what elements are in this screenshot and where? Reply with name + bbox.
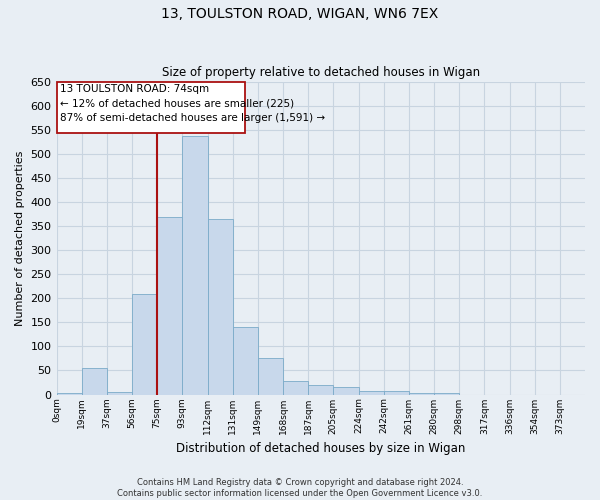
Bar	[334, 388, 359, 394]
Bar	[359, 390, 383, 394]
Bar	[157, 216, 182, 394]
Bar	[182, 136, 208, 394]
Bar	[434, 393, 459, 394]
Text: 13 TOULSTON ROAD: 74sqm
← 12% of detached houses are smaller (225)
87% of semi-d: 13 TOULSTON ROAD: 74sqm ← 12% of detache…	[61, 84, 325, 124]
Bar	[208, 219, 233, 394]
X-axis label: Distribution of detached houses by size in Wigan: Distribution of detached houses by size …	[176, 442, 466, 455]
Text: Contains HM Land Registry data © Crown copyright and database right 2024.
Contai: Contains HM Land Registry data © Crown c…	[118, 478, 482, 498]
Bar	[308, 385, 334, 394]
Bar	[56, 82, 245, 134]
Bar	[409, 393, 434, 394]
Bar	[132, 294, 157, 394]
Bar	[283, 381, 308, 394]
Y-axis label: Number of detached properties: Number of detached properties	[15, 150, 25, 326]
Bar	[258, 358, 283, 394]
Text: 13, TOULSTON ROAD, WIGAN, WN6 7EX: 13, TOULSTON ROAD, WIGAN, WN6 7EX	[161, 8, 439, 22]
Bar	[56, 393, 82, 394]
Bar	[107, 392, 132, 394]
Bar	[383, 390, 409, 394]
Title: Size of property relative to detached houses in Wigan: Size of property relative to detached ho…	[162, 66, 480, 80]
Bar	[82, 368, 107, 394]
Bar	[233, 327, 258, 394]
